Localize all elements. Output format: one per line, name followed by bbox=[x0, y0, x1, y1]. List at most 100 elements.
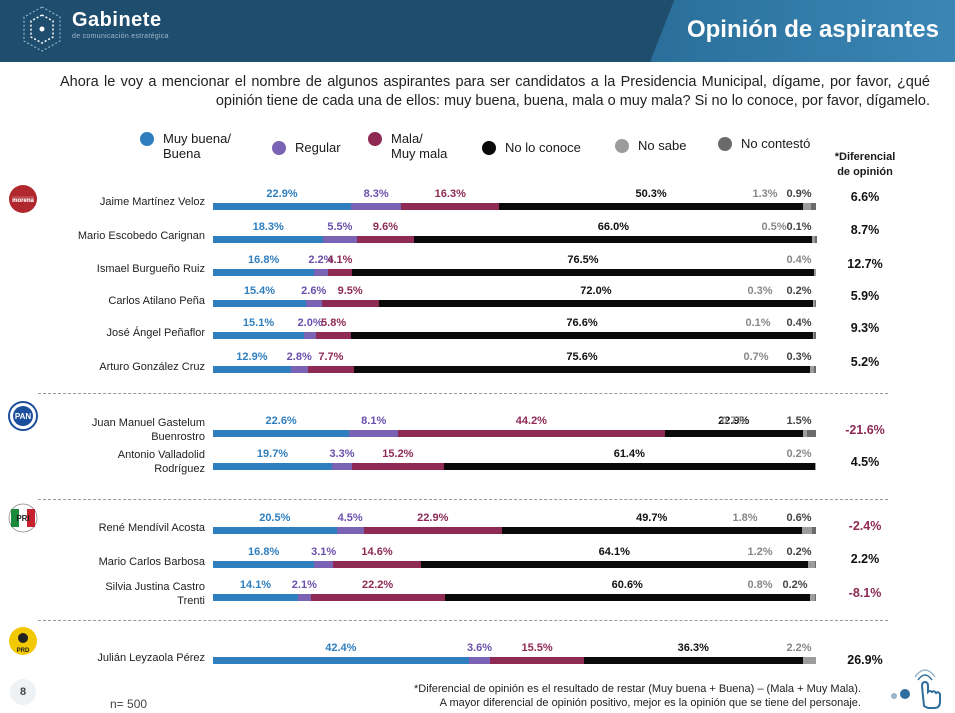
bar-value-label: 0.2% bbox=[786, 546, 812, 558]
candidate-name-line: Mario Carlos Barbosa bbox=[98, 556, 205, 568]
bar-segment bbox=[332, 463, 352, 470]
pan-logo-icon: PAN bbox=[8, 401, 38, 431]
footnote-line1: *Diferencial de opinión es el resultado … bbox=[414, 683, 861, 695]
bar-value-label: 9.6% bbox=[372, 221, 398, 233]
legend-swatch bbox=[140, 132, 154, 146]
bar-value-label: 22.6% bbox=[265, 415, 297, 427]
bar-value-label: 1.8% bbox=[732, 512, 758, 524]
bar-segment bbox=[349, 430, 399, 437]
legend-swatch bbox=[482, 141, 496, 155]
bar-value-label: 5.8% bbox=[321, 317, 347, 329]
bar-segment bbox=[814, 561, 817, 568]
bar-segment bbox=[812, 236, 816, 243]
diff-value: 2.2% bbox=[850, 552, 880, 566]
bar-value-label: 72.0% bbox=[580, 285, 612, 297]
bar-value-label: 3.3% bbox=[329, 448, 355, 460]
bar-value-label: 0.5% bbox=[761, 221, 787, 233]
candidate-name: René Mendívil Acosta bbox=[40, 521, 205, 535]
legend-label: Regular bbox=[295, 140, 341, 155]
legend-label-line: Muy mala bbox=[391, 146, 448, 161]
bar-value-label: 1.5% bbox=[786, 415, 812, 427]
diff-value: 8.7% bbox=[850, 223, 880, 237]
bar-segment bbox=[421, 561, 808, 568]
bar-segment bbox=[583, 657, 803, 664]
candidate-name-line: Juan Manuel Gastelum bbox=[91, 417, 205, 429]
bar-value-label: 22.9% bbox=[417, 512, 449, 524]
bar-segment bbox=[444, 594, 810, 601]
bar-value-label: 42.4% bbox=[325, 642, 357, 654]
bar-segment bbox=[213, 300, 306, 307]
morena-logo-icon: morena bbox=[9, 185, 37, 213]
legend-label: No lo conoce bbox=[505, 140, 581, 155]
candidate-name-line: Antonio Valladolid bbox=[117, 449, 205, 461]
bar-segment bbox=[351, 332, 813, 339]
header-accent bbox=[650, 0, 955, 62]
bar-value-label: 0.2% bbox=[782, 579, 808, 591]
bar-value-label: 3.1% bbox=[311, 546, 337, 558]
bar-value-label: 9.5% bbox=[337, 285, 363, 297]
bar-segment bbox=[814, 463, 817, 470]
bar-segment bbox=[490, 657, 584, 664]
page-number: 8 bbox=[10, 679, 36, 705]
bar-segment bbox=[332, 561, 422, 568]
diff-value: 6.6% bbox=[850, 190, 880, 204]
candidate-name-line: Arturo González Cruz bbox=[99, 361, 205, 373]
legend-swatch bbox=[615, 139, 629, 153]
bar-value-label: 22.2% bbox=[362, 579, 394, 591]
bar-segment bbox=[213, 561, 315, 568]
bar-segment bbox=[801, 527, 813, 534]
bar-value-label: 44.2% bbox=[515, 415, 547, 427]
touch-hand-icon bbox=[891, 669, 941, 709]
diff-header-line1: *Diferencial bbox=[834, 151, 896, 163]
bar-value-label: 0.3% bbox=[747, 285, 773, 297]
candidate-name: Jaime Martínez Veloz bbox=[40, 195, 205, 209]
bar-segment bbox=[809, 594, 815, 601]
bar-value-label: 19.7% bbox=[256, 448, 289, 460]
bar-value-label: 0.2% bbox=[786, 448, 812, 460]
bar-segment bbox=[351, 463, 444, 470]
bar-value-label: 76.5% bbox=[567, 254, 599, 266]
bar-segment bbox=[336, 527, 364, 534]
bar-value-label: 0.6% bbox=[786, 512, 812, 524]
group-separator bbox=[38, 620, 888, 621]
bar-segment bbox=[813, 332, 816, 339]
legend-item: Mala/Muy mala bbox=[368, 131, 447, 161]
bar-segment bbox=[290, 366, 308, 373]
legend-label-line: Mala/ bbox=[391, 131, 423, 146]
bar-segment bbox=[802, 657, 816, 664]
bar-value-label: 0.8% bbox=[747, 579, 773, 591]
bar-value-label: 18.3% bbox=[252, 221, 284, 233]
legend-label-line: No lo conoce bbox=[505, 140, 581, 155]
legend-item: No contestó bbox=[718, 136, 810, 151]
bar-segment bbox=[398, 430, 665, 437]
bar-segment bbox=[807, 561, 815, 568]
bar-segment bbox=[314, 269, 328, 276]
brand-subtitle: de comunicación estratégica bbox=[72, 33, 169, 40]
party-logo-text: PAN bbox=[15, 412, 32, 421]
bar-value-label: 49.7% bbox=[636, 512, 668, 524]
bar-segment bbox=[815, 236, 817, 243]
bar-segment bbox=[213, 366, 291, 373]
bar-segment bbox=[352, 269, 814, 276]
bar-segment bbox=[354, 366, 810, 373]
candidate-name-line: Jaime Martínez Veloz bbox=[99, 196, 205, 208]
bar-value-label: 1.3% bbox=[752, 188, 778, 200]
bar-segment bbox=[298, 594, 311, 601]
legend-label-line: Regular bbox=[295, 140, 341, 155]
candidate-name-line: José Ángel Peñaflor bbox=[106, 327, 205, 339]
gabinete-logo-icon bbox=[23, 6, 61, 52]
bar-value-label: 12.9% bbox=[236, 351, 268, 363]
bar-segment bbox=[499, 203, 803, 210]
candidate-name-line: René Mendívil Acosta bbox=[98, 522, 205, 534]
bar-segment bbox=[305, 300, 322, 307]
legend-item: Muy buena/Buena bbox=[140, 131, 231, 161]
bar-value-label: 64.1% bbox=[598, 546, 630, 558]
bar-segment bbox=[814, 594, 817, 601]
bar-value-label: 0.7% bbox=[721, 415, 747, 427]
legend-swatch bbox=[368, 132, 382, 146]
candidate-name-line: Carlos Atilano Peña bbox=[108, 295, 205, 307]
legend-label: No contestó bbox=[741, 136, 810, 151]
bar-value-label: 0.1% bbox=[786, 221, 812, 233]
candidate-name-line: Buenrostro bbox=[151, 431, 205, 443]
candidate-name: Mario Carlos Barbosa bbox=[40, 555, 205, 569]
